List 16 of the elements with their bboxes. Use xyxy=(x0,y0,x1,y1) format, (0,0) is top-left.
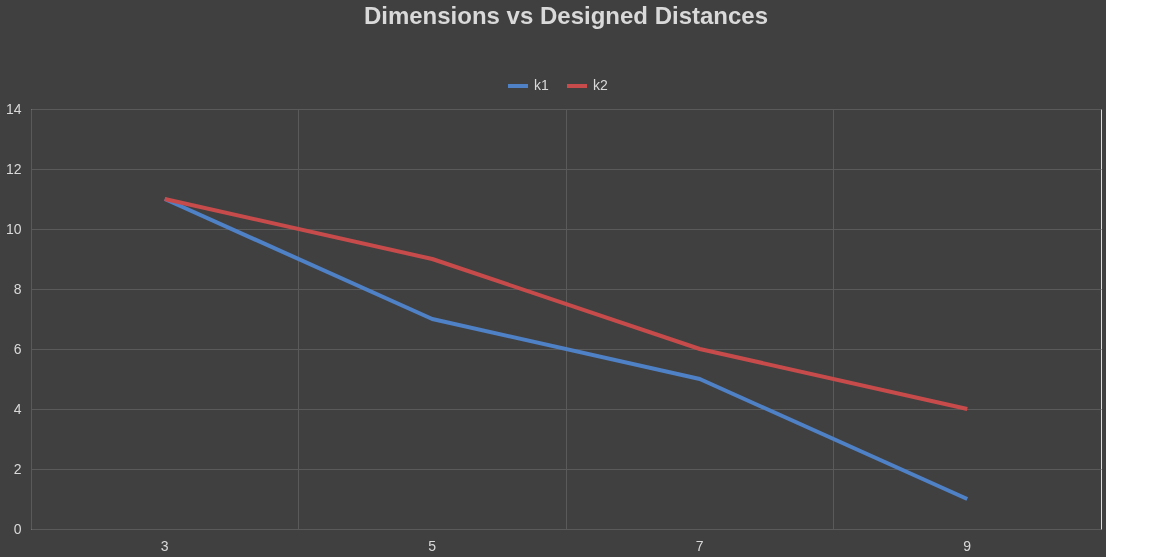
y-tick-label: 10 xyxy=(5,220,22,237)
x-tick-label: 5 xyxy=(428,537,437,554)
legend-label: k1 xyxy=(534,77,549,93)
legend-label: k2 xyxy=(593,77,608,93)
y-tick-label: 2 xyxy=(13,460,22,477)
y-tick-label: 8 xyxy=(13,280,22,297)
x-tick-label: 3 xyxy=(160,537,169,554)
line-series xyxy=(162,197,970,411)
y-tick-label: 12 xyxy=(5,160,22,177)
y-tick-label: 4 xyxy=(13,400,22,417)
chart-title: Dimensions vs Designed Distances xyxy=(363,2,769,29)
y-tick-label: 6 xyxy=(13,340,22,357)
x-tick-label: 7 xyxy=(695,537,704,554)
y-tick-label: 14 xyxy=(5,100,22,117)
y-tick-label: 0 xyxy=(13,520,22,537)
x-tick-label: 9 xyxy=(963,537,972,554)
